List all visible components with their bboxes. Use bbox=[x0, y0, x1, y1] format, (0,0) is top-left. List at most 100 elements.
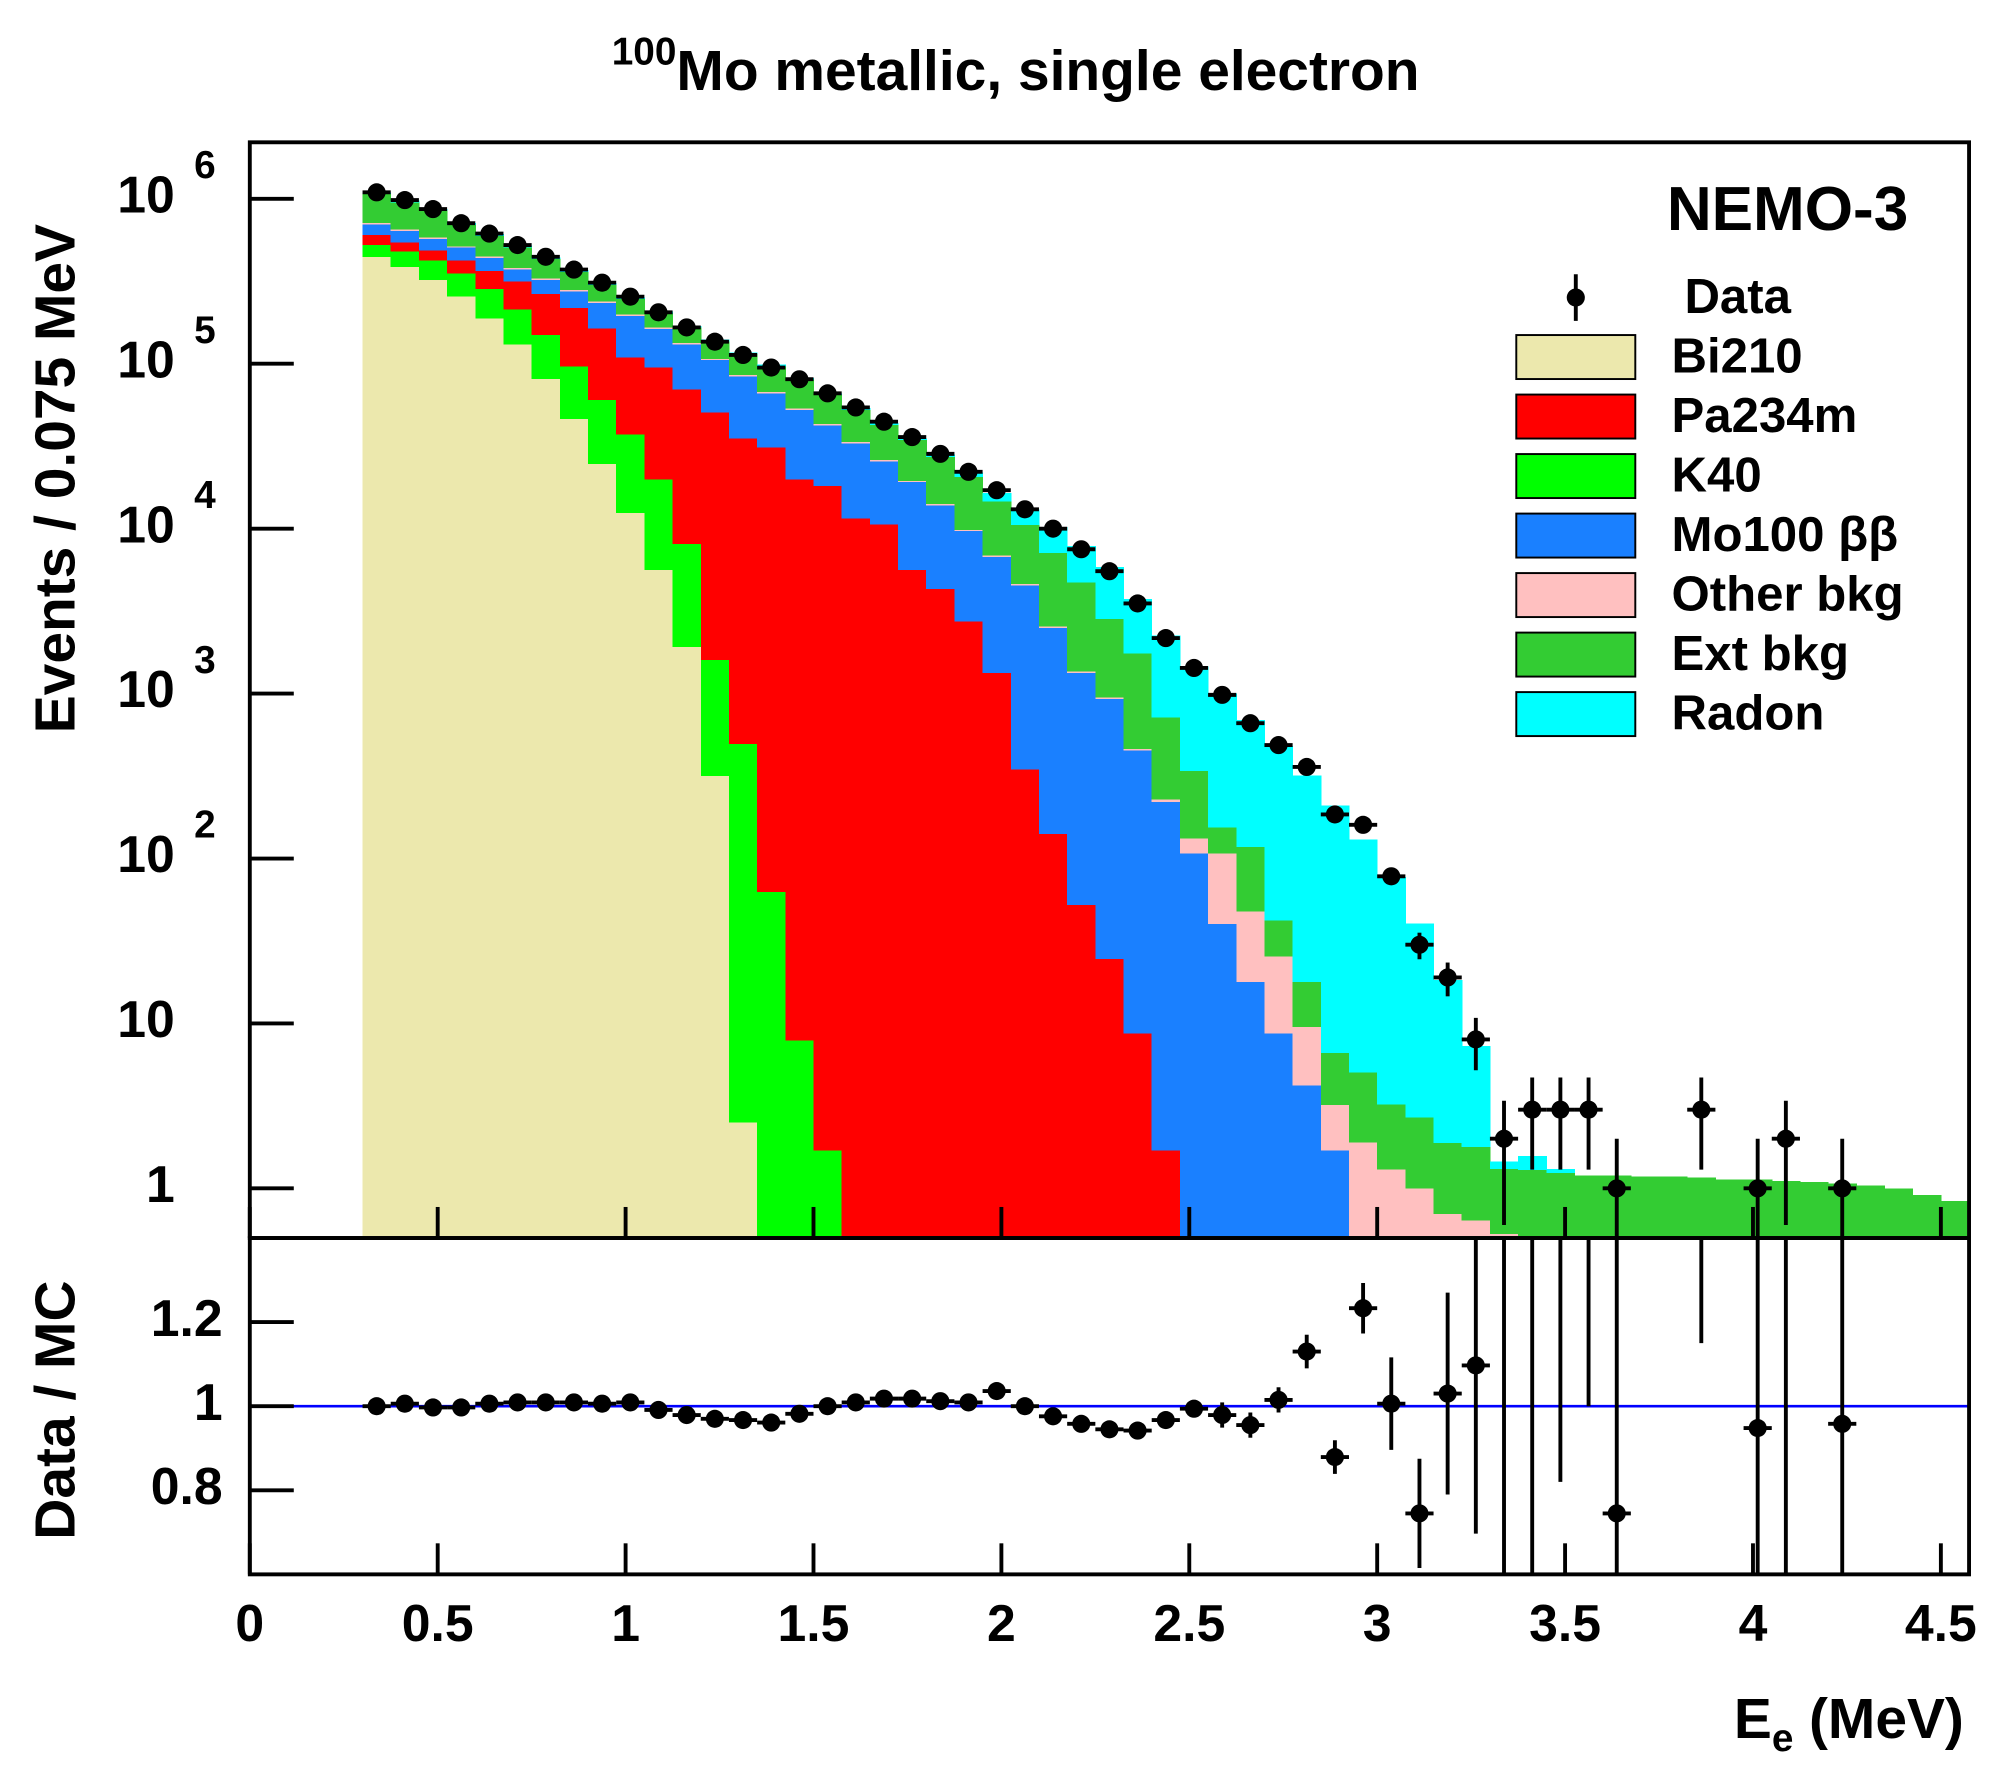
data-point bbox=[1269, 736, 1288, 755]
data-point bbox=[1777, 1061, 1795, 1079]
stack-segment bbox=[813, 424, 843, 426]
data-point bbox=[1354, 1299, 1373, 1318]
stack-segment bbox=[1349, 1142, 1378, 1239]
stack-segment bbox=[1151, 801, 1181, 1151]
stack-segment bbox=[559, 271, 589, 291]
data-point bbox=[649, 303, 668, 322]
stack-segment bbox=[926, 504, 955, 506]
stack-segment bbox=[785, 1040, 815, 1239]
stack-segment bbox=[1461, 1220, 1491, 1239]
stack-segment bbox=[531, 278, 561, 280]
stack-segment bbox=[1067, 582, 1096, 672]
data-point bbox=[480, 224, 499, 243]
y-tick-exponent: 3 bbox=[194, 639, 216, 682]
data-point bbox=[1213, 685, 1232, 704]
stack-segment bbox=[1208, 827, 1237, 854]
stack-segment bbox=[390, 251, 420, 267]
stack-segment bbox=[1151, 635, 1181, 718]
stack-segment bbox=[1067, 671, 1096, 674]
x-tick-label: 3 bbox=[1363, 1594, 1392, 1652]
ratio-axis-label: Data / MC bbox=[24, 1280, 88, 1539]
legend-label: Bi210 bbox=[1672, 330, 1803, 384]
data-point bbox=[621, 1393, 640, 1412]
stack-segment bbox=[1123, 653, 1153, 749]
stack-segment bbox=[1151, 1150, 1181, 1239]
stack-segment bbox=[728, 1122, 758, 1239]
x-tick-label: 1.5 bbox=[778, 1594, 850, 1652]
data-point bbox=[931, 1392, 950, 1411]
stack-segment bbox=[1236, 982, 1265, 1239]
data-point bbox=[903, 428, 922, 447]
x-label-sub: e bbox=[1772, 1717, 1794, 1760]
stack-segment bbox=[898, 482, 927, 570]
data-point bbox=[874, 412, 894, 431]
data-point bbox=[1523, 1100, 1542, 1119]
stack-segment bbox=[1687, 1177, 1716, 1239]
data-point bbox=[395, 191, 414, 210]
stack-segment bbox=[362, 223, 392, 225]
ratio-y-tick-label: 0.8 bbox=[151, 1457, 223, 1515]
data-point bbox=[931, 444, 950, 463]
legend-label: Ext bkg bbox=[1672, 627, 1850, 681]
stack-segment bbox=[869, 524, 899, 1239]
data-point bbox=[1241, 714, 1260, 733]
y-axis-label: Events / 0.075 MeV bbox=[24, 224, 88, 733]
stack-segment bbox=[362, 245, 392, 257]
data-point bbox=[536, 247, 555, 266]
x-tick-label: 4.5 bbox=[1905, 1594, 1977, 1652]
ratio-y-tick-label: 1 bbox=[194, 1373, 223, 1431]
stack-segment bbox=[616, 314, 645, 316]
stack-segment bbox=[1038, 553, 1068, 627]
stack-segment bbox=[559, 366, 589, 420]
y-tick-label: 10 bbox=[117, 825, 175, 883]
legend-data-marker bbox=[1566, 288, 1585, 307]
stack-segment bbox=[1038, 626, 1068, 628]
data-point bbox=[1128, 1421, 1147, 1440]
legend-swatch bbox=[1515, 512, 1637, 559]
stack-segment bbox=[1320, 1053, 1350, 1106]
stack-segment bbox=[503, 344, 533, 1239]
legend-swatch bbox=[1515, 453, 1637, 500]
stack-segment bbox=[644, 327, 674, 329]
y-tick-label: 1 bbox=[146, 1155, 175, 1213]
stack-segment bbox=[390, 266, 420, 1239]
stack-segment bbox=[644, 569, 674, 1239]
data-point bbox=[1015, 500, 1034, 519]
data-point bbox=[1551, 809, 1569, 827]
legend-swatch bbox=[1515, 334, 1637, 381]
data-point bbox=[987, 481, 1006, 500]
stack-segment bbox=[1377, 877, 1406, 1105]
stack-segment bbox=[954, 531, 984, 622]
data-point bbox=[1466, 1356, 1485, 1375]
data-point bbox=[1523, 851, 1541, 869]
stack-segment bbox=[1038, 627, 1068, 834]
chart-title: 100Mo metallic, single electron bbox=[612, 31, 1420, 103]
data-point bbox=[1241, 1416, 1260, 1435]
data-point bbox=[649, 1400, 668, 1420]
stack-segment bbox=[588, 464, 617, 1239]
data-point bbox=[762, 1413, 781, 1432]
stack-segment bbox=[982, 501, 1012, 556]
stack-segment bbox=[475, 270, 504, 289]
stack-segment bbox=[1095, 697, 1125, 699]
stack-segment bbox=[616, 434, 645, 514]
stack-segment bbox=[1095, 618, 1125, 698]
stack-segment bbox=[1884, 1188, 1914, 1239]
stack-segment bbox=[390, 230, 420, 243]
data-point bbox=[1072, 1414, 1091, 1433]
stack-segment bbox=[559, 290, 589, 292]
data-point bbox=[508, 1393, 527, 1412]
stack-segment bbox=[531, 335, 561, 380]
y-tick-exponent: 2 bbox=[194, 804, 216, 847]
stack-segment bbox=[926, 589, 955, 1239]
stack-segment bbox=[1292, 775, 1322, 983]
x-tick-label: 0.5 bbox=[402, 1594, 474, 1652]
stack-segment bbox=[757, 447, 786, 892]
stack-segment bbox=[954, 621, 984, 1239]
ratio-y-tick-label: 1.2 bbox=[151, 1289, 223, 1347]
stack-segment bbox=[1151, 717, 1181, 800]
data-point bbox=[1776, 1129, 1795, 1148]
stack-segment bbox=[390, 242, 420, 252]
data-point bbox=[1100, 1420, 1119, 1439]
stack-segment bbox=[672, 344, 702, 390]
